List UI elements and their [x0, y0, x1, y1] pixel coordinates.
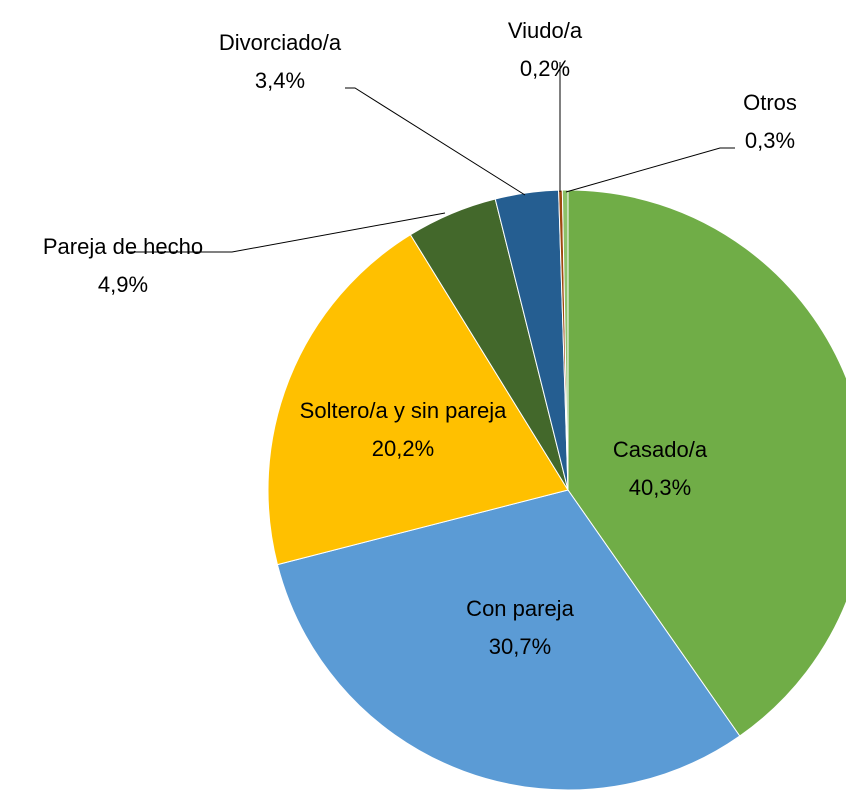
leader-line	[128, 212, 446, 253]
value-label: 20,2%	[371, 436, 435, 461]
category-label: Casado/a	[612, 437, 708, 462]
leader-line	[345, 87, 526, 196]
data-label: Soltero/a y sin pareja 20,2%	[298, 392, 508, 468]
leader-line	[565, 147, 735, 193]
category-label: Soltero/a y sin pareja	[299, 398, 507, 423]
pie-slice	[561, 189, 569, 491]
data-label: Divorciado/a 3,4%	[219, 24, 341, 100]
category-label: Otros	[743, 90, 797, 115]
value-label: 30,7%	[488, 634, 552, 659]
pie-slice	[276, 489, 741, 791]
value-label: 0,2%	[519, 56, 571, 81]
pie-slice	[567, 189, 846, 737]
value-label: 0,3%	[744, 128, 796, 153]
category-label: Con pareja	[466, 596, 574, 621]
data-label: Con pareja 30,7%	[466, 590, 574, 666]
data-label: Otros 0,3%	[743, 84, 797, 160]
data-label: Viudo/a 0,2%	[508, 12, 582, 88]
category-label: Viudo/a	[507, 18, 583, 43]
category-label: Pareja de hecho	[42, 234, 204, 259]
data-label: Casado/a 40,3%	[613, 431, 707, 507]
category-label: Divorciado/a	[218, 30, 342, 55]
value-label: 3,4%	[254, 68, 306, 93]
data-label: Pareja de hecho 4,9%	[43, 228, 203, 304]
value-label: 40,3%	[628, 475, 692, 500]
value-label: 4,9%	[97, 272, 149, 297]
pie-slice	[267, 234, 569, 566]
